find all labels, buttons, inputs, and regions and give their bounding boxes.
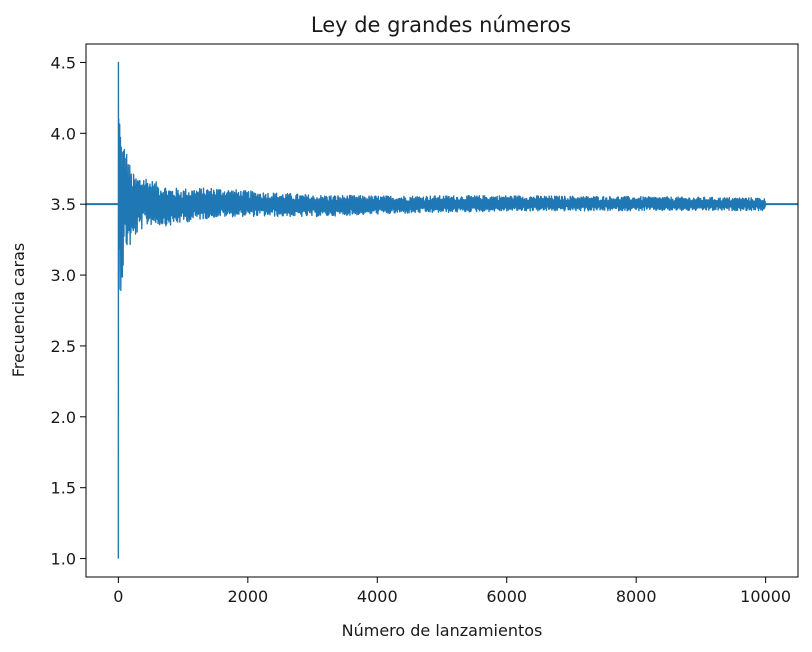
y-tick-label: 1.0 bbox=[51, 550, 76, 569]
axes-border bbox=[85, 43, 799, 578]
y-tick-label: 3.0 bbox=[51, 266, 76, 285]
x-tick-label: 8000 bbox=[616, 587, 657, 606]
series-layer bbox=[86, 61, 798, 559]
plot-frame bbox=[86, 44, 798, 577]
y-axis: 1.0 1.5 2.0 2.5 3.0 3.5 4.0 4.5 bbox=[51, 53, 86, 569]
running-frequency-line bbox=[117, 61, 767, 559]
x-tick-label: 10000 bbox=[740, 587, 791, 606]
y-axis-label: Frecuencia caras bbox=[9, 243, 28, 377]
y-tick-label: 4.0 bbox=[51, 124, 76, 143]
y-tick-label: 3.5 bbox=[51, 195, 76, 214]
x-tick-label: 6000 bbox=[486, 587, 527, 606]
y-tick-label: 1.5 bbox=[51, 479, 76, 498]
x-axis-label: Número de lanzamientos bbox=[342, 621, 543, 640]
y-tick-label: 2.0 bbox=[51, 408, 76, 427]
chart-title: Ley de grandes números bbox=[311, 13, 571, 37]
plot-area bbox=[85, 43, 799, 578]
x-tick-label: 4000 bbox=[357, 587, 398, 606]
x-tick-label: 0 bbox=[113, 587, 123, 606]
x-axis: 0 2000 4000 6000 8000 10000 bbox=[113, 577, 791, 606]
x-tick-label: 2000 bbox=[227, 587, 268, 606]
y-tick-label: 4.5 bbox=[51, 53, 76, 72]
y-tick-label: 2.5 bbox=[51, 337, 76, 356]
